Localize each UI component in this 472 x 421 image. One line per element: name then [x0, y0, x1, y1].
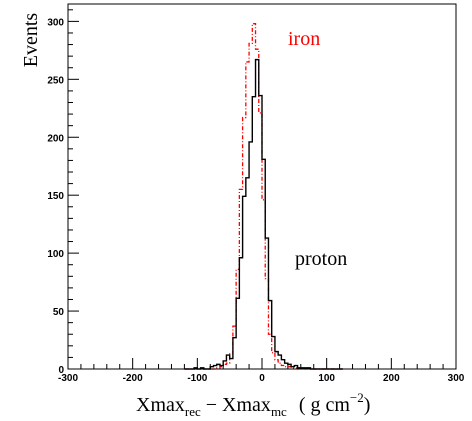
x-axis-term1: Xmax — [136, 394, 185, 416]
x-tick-labels: -300 -200 -100 0 100 200 300 — [58, 373, 465, 384]
histogram-iron — [184, 23, 343, 370]
y-axis-title: Events — [20, 13, 42, 68]
y-tick-label: 50 — [53, 307, 65, 318]
y-tick-label: 0 — [58, 365, 64, 376]
histogram-proton — [184, 58, 343, 370]
x-axis-unit-open: ( g cm — [299, 394, 351, 416]
y-tick-label: 200 — [47, 133, 64, 144]
x-axis-unit-close: ) — [364, 394, 371, 416]
x-tick-label: -300 — [58, 373, 78, 384]
x-axis-sub2: mc — [271, 404, 287, 419]
x-tick-label: 100 — [318, 373, 335, 384]
y-tick-labels: 0 50 100 150 200 250 300 — [47, 17, 64, 376]
y-tick-label: 100 — [47, 249, 64, 260]
x-tick-label: 200 — [383, 373, 400, 384]
x-tick-label: 300 — [448, 373, 465, 384]
y-tick-label: 150 — [47, 191, 64, 202]
x-axis-unit-exp: −2 — [350, 390, 364, 405]
x-tick-label: 0 — [259, 373, 265, 384]
annotation-proton: proton — [295, 248, 347, 270]
x-axis-minus: − — [206, 394, 217, 416]
series-layer — [184, 23, 343, 370]
x-axis-term2: Xmax — [222, 394, 271, 416]
plot-frame — [67, 3, 457, 370]
y-tick-label: 250 — [47, 75, 64, 86]
x-axis-sub1: rec — [185, 404, 201, 419]
annotation-iron: iron — [288, 28, 320, 50]
x-axis-title: Xmaxrec − Xmaxmc( g cm−2) — [136, 390, 370, 419]
x-tick-label: -100 — [187, 373, 207, 384]
y-tick-label: 300 — [47, 17, 64, 28]
x-tick-label: -200 — [123, 373, 143, 384]
